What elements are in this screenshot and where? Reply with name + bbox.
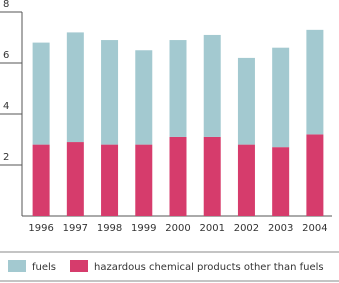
bar-segment (101, 40, 119, 145)
bar-segment (66, 32, 84, 143)
bar-segment (32, 144, 50, 216)
bar-segment (135, 50, 153, 145)
y-tick-label: 4 (3, 101, 9, 112)
x-tick-label: 2003 (268, 223, 293, 234)
bar-segment (306, 29, 324, 135)
legend-label: hazardous chemical products other than f… (94, 262, 324, 273)
bar-segment (272, 47, 290, 148)
bar-segment (306, 134, 324, 216)
bar-segment (32, 42, 50, 145)
x-tick-label: 1999 (131, 223, 156, 234)
legend-swatch (70, 260, 88, 272)
bar-segment (203, 136, 221, 216)
x-tick-label: 1996 (28, 223, 53, 234)
legend-swatch (8, 260, 26, 272)
bar-segment (169, 40, 187, 137)
x-tick-label: 1998 (97, 223, 122, 234)
bar-segment (66, 142, 84, 216)
y-tick-label: 2 (3, 152, 9, 163)
bar-segment (203, 34, 221, 137)
x-tick-label: 2004 (302, 223, 327, 234)
bar-segment (101, 144, 119, 216)
x-tick-label: 2000 (165, 223, 190, 234)
legend-label: fuels (32, 262, 56, 273)
x-tick-label: 1997 (63, 223, 88, 234)
bar-segment (272, 147, 290, 216)
x-tick-label: 2002 (234, 223, 259, 234)
x-tick-label: 2001 (199, 223, 224, 234)
bar-segment (135, 144, 153, 216)
bar-segment (169, 136, 187, 216)
bar-segment (237, 57, 255, 145)
y-tick-label: 8 (3, 0, 9, 10)
y-tick-label: 6 (3, 50, 9, 61)
bar-segment (237, 144, 255, 216)
